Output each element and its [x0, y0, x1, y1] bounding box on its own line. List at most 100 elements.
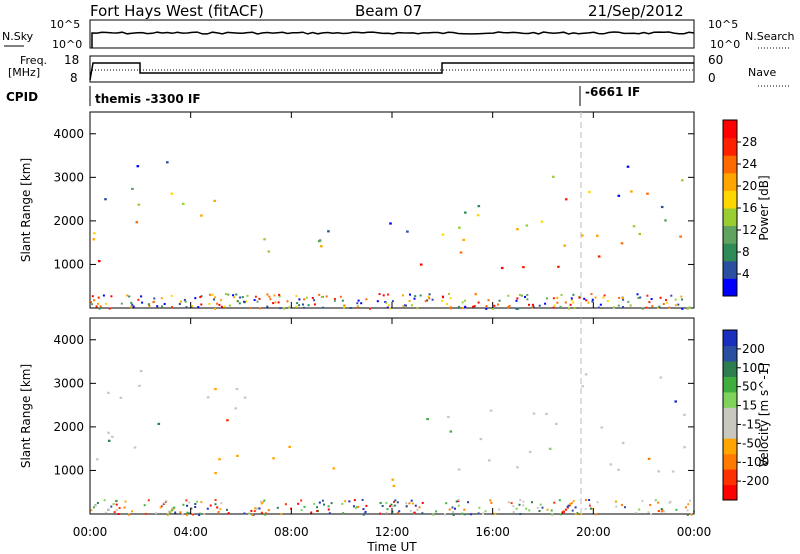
ground-scatter-cell: [553, 501, 556, 504]
ground-scatter-cell: [580, 513, 583, 516]
ground-scatter-cell: [360, 302, 363, 305]
ground-scatter-cell: [196, 500, 198, 503]
ground-scatter-cell: [128, 295, 131, 298]
echo-cell: [133, 446, 137, 449]
ground-scatter-cell: [431, 298, 434, 301]
ground-scatter-cell: [411, 502, 414, 505]
ground-scatter-cell: [220, 299, 223, 302]
ground-scatter-cell: [541, 506, 544, 509]
colorbar-tick-label: -15: [742, 417, 762, 431]
ground-scatter-cell: [646, 294, 649, 297]
ground-scatter-cell: [588, 499, 591, 501]
x-tick-label: 08:00: [274, 525, 309, 539]
echo-cell: [119, 396, 123, 399]
ground-scatter-cell: [585, 299, 588, 302]
ground-scatter-cell: [651, 305, 654, 308]
ground-scatter-cell: [564, 301, 567, 304]
ground-scatter-cell: [168, 510, 171, 513]
ground-scatter-cell: [452, 514, 455, 516]
y-tick-label: 2000: [53, 214, 84, 228]
ground-scatter-cell: [246, 294, 249, 297]
ground-scatter-cell: [618, 296, 621, 299]
ground-scatter-cell: [343, 306, 346, 309]
echo-cell: [131, 187, 134, 190]
ground-scatter-cell: [214, 307, 217, 310]
echo-cell: [516, 228, 519, 231]
echo-cell: [657, 470, 660, 473]
ground-scatter-cell: [206, 507, 209, 510]
ground-scatter-cell: [272, 302, 275, 305]
ground-scatter-cell: [357, 305, 360, 308]
ground-scatter-cell: [457, 500, 460, 502]
ground-scatter-cell: [464, 299, 467, 302]
noise-tick-top-left: 10^5: [50, 18, 80, 31]
ground-scatter-cell: [228, 304, 231, 307]
echo-cell: [318, 239, 322, 242]
colorbar-block: [723, 391, 737, 408]
ground-scatter-cell: [398, 510, 401, 513]
ground-scatter-cell: [264, 512, 267, 515]
ground-scatter-cell: [203, 513, 206, 515]
ground-scatter-cell: [686, 509, 689, 512]
colorbar-block: [723, 330, 737, 346]
ground-scatter-cell: [617, 304, 620, 307]
ground-scatter-cell: [637, 297, 640, 299]
ground-scatter-cell: [518, 293, 521, 296]
ground-scatter-cell: [446, 303, 449, 305]
colorbar-block: [723, 360, 737, 377]
ground-scatter-cell: [658, 305, 661, 308]
echo-cell: [104, 198, 107, 201]
ground-scatter-cell: [448, 292, 450, 295]
x-tick-label: 12:00: [375, 525, 410, 539]
ground-scatter-cell: [227, 512, 230, 515]
ground-scatter-cell: [363, 512, 366, 515]
ground-scatter-cell: [245, 300, 248, 303]
ground-scatter-cell: [510, 502, 513, 505]
ground-scatter-cell: [333, 299, 336, 302]
nave-tick-top: 60: [708, 53, 723, 67]
echo-cell: [600, 426, 604, 429]
ground-scatter-cell: [448, 508, 451, 511]
ground-scatter-cell: [260, 502, 263, 505]
ground-scatter-cell: [160, 297, 163, 300]
velocity-yticks: 1000 2000 3000 4000: [53, 333, 694, 477]
ground-scatter-cell: [472, 305, 475, 308]
ground-scatter-cell: [140, 295, 143, 298]
ground-scatter-cell: [497, 303, 500, 306]
ground-scatter-cell: [219, 508, 222, 511]
ground-scatter-cell: [327, 505, 330, 508]
echo-cell: [563, 244, 566, 247]
ground-scatter-cell: [153, 297, 156, 300]
ground-scatter-cell: [286, 300, 289, 303]
colorbar-tick-label: 200: [742, 342, 765, 356]
ground-scatter-cell: [94, 504, 97, 507]
echo-cell: [389, 222, 392, 225]
ground-scatter-cell: [297, 502, 300, 505]
velocity-colorbar-ticks: 200 100 50 15 -15 -50 -100 -200: [737, 342, 769, 488]
ground-scatter-cell: [539, 503, 542, 506]
colorbar-tick-label: 15: [742, 399, 757, 413]
echo-cell: [92, 238, 96, 241]
colorbar-tick-label: 24: [742, 157, 757, 171]
ground-scatter-cell: [115, 499, 118, 502]
ground-scatter-cell: [327, 508, 330, 511]
echo-cell: [332, 467, 336, 470]
ground-scatter-cell: [385, 511, 388, 514]
ground-scatter-cell: [589, 503, 592, 506]
ground-scatter-cell: [321, 499, 324, 502]
ground-scatter-cell: [545, 297, 548, 300]
ground-scatter-cell: [467, 501, 470, 504]
ground-scatter-cell: [131, 303, 134, 306]
ground-scatter-cell: [484, 510, 487, 513]
ground-scatter-cell: [416, 508, 419, 511]
ground-scatter-cell: [457, 504, 460, 507]
ground-scatter-cell: [675, 508, 678, 511]
ground-scatter-cell: [508, 304, 511, 307]
ground-scatter-cell: [254, 295, 257, 298]
ground-scatter-cell: [92, 506, 95, 509]
ground-scatter-cell: [382, 294, 385, 297]
ground-scatter-cell: [313, 502, 316, 505]
ground-scatter-cell: [113, 511, 116, 514]
ground-scatter-cell: [305, 296, 308, 299]
ground-scatter-cell: [216, 506, 219, 509]
